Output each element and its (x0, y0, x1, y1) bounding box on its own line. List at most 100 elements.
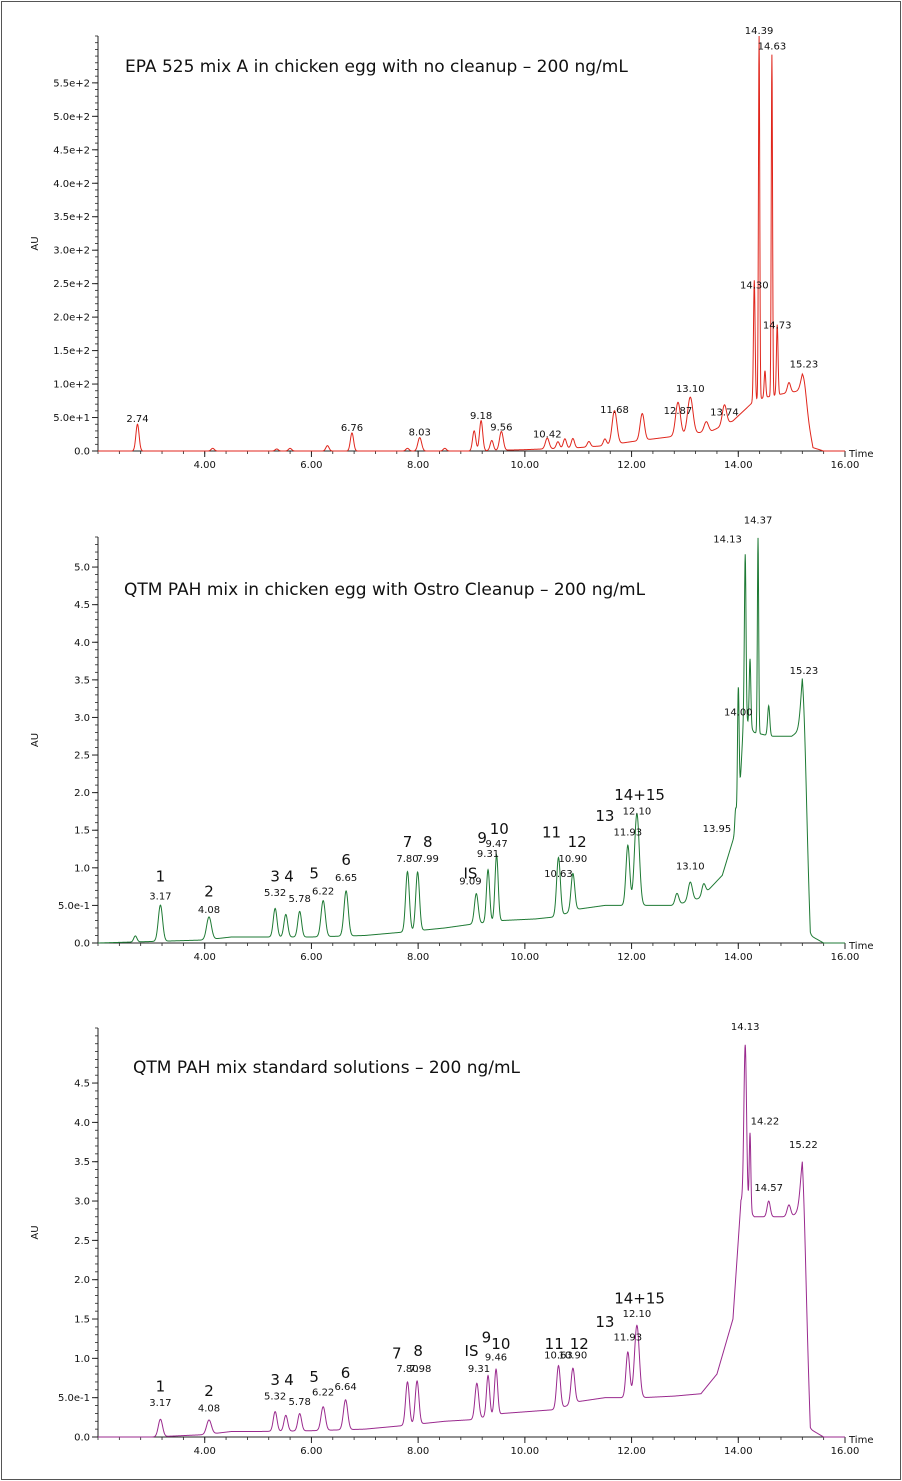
x-tick-label: 10.00 (511, 460, 540, 471)
x-tick-label: 6.00 (300, 952, 322, 963)
y-tick-label: 1.0 (74, 1354, 90, 1365)
peak-number-label: 6 (341, 1364, 351, 1382)
retention-time-label: 9.18 (470, 411, 492, 422)
peak-number-label: 4 (284, 867, 294, 885)
peak-number-label: 2 (204, 882, 214, 900)
x-tick-label: 12.00 (617, 1446, 646, 1457)
retention-time-label: 12.10 (623, 807, 652, 818)
y-tick-label: 0.0 (74, 447, 90, 458)
chromatogram-trace (98, 35, 845, 452)
retention-time-label: 9.46 (485, 1352, 507, 1363)
y-tick-label: 5.5e+2 (53, 78, 90, 89)
chart-title: QTM PAH mix standard solutions – 200 ng/… (133, 1058, 521, 1078)
chart-title: EPA 525 mix A in chicken egg with no cle… (125, 57, 628, 77)
retention-time-label: 13.10 (676, 384, 705, 395)
y-tick-label: 5.0e+1 (53, 413, 90, 424)
x-tick-label: 14.00 (724, 952, 753, 963)
retention-time-label: 2.74 (126, 414, 148, 425)
retention-time-label: 5.78 (289, 1397, 311, 1408)
retention-time-label: 10.42 (533, 430, 562, 441)
retention-time-label: 9.56 (490, 422, 512, 433)
retention-time-label: 14.39 (745, 26, 774, 37)
x-tick-label: 12.00 (617, 952, 646, 963)
chromatogram-trace (98, 1044, 845, 1438)
retention-time-label: 7.80 (396, 1364, 418, 1375)
peak-number-label: 12 (570, 1335, 589, 1353)
peak-number-label: 10 (491, 1335, 510, 1353)
retention-time-label: 6.65 (335, 873, 357, 884)
peak-number-label: 14+15 (614, 1289, 665, 1307)
y-tick-label: 2.0e+2 (53, 313, 90, 324)
retention-time-label: 12.10 (623, 1309, 652, 1320)
y-tick-label: 2.0 (74, 1275, 90, 1286)
y-tick-label: 4.5e+2 (53, 145, 90, 156)
peak-number-label: 14+15 (614, 786, 665, 804)
peak-number-label: 8 (423, 833, 433, 851)
retention-time-label: 10.63 (544, 1351, 573, 1362)
x-tick-label: 8.00 (407, 1446, 429, 1457)
y-tick-label: 4.5 (74, 1079, 90, 1090)
retention-time-label: 14.30 (740, 280, 769, 291)
x-tick-label: 6.00 (300, 1446, 322, 1457)
chromatogram-trace (97, 537, 845, 944)
retention-time-label: 5.32 (264, 1392, 286, 1403)
y-tick-label: 0.0 (74, 939, 90, 950)
retention-time-label: 5.78 (289, 894, 311, 905)
retention-time-label: 14.22 (751, 1116, 780, 1127)
retention-time-label: 6.22 (312, 1388, 334, 1399)
x-tick-label: 4.00 (194, 460, 216, 471)
peak-number-label: 13 (595, 807, 614, 825)
peak-number-label: 1 (156, 867, 166, 885)
retention-time-label: 4.08 (198, 905, 220, 916)
y-tick-label: 3.0e+2 (53, 246, 90, 257)
x-tick-label: 4.00 (194, 1446, 216, 1457)
retention-time-label: 9.31 (477, 849, 499, 860)
y-axis-label: AU (30, 1225, 41, 1239)
x-tick-label: 6.00 (300, 460, 322, 471)
peak-number-label: 9 (477, 829, 487, 847)
peak-number-label: 8 (413, 1342, 423, 1360)
y-tick-label: 2.5e+2 (53, 279, 90, 290)
x-tick-label: 16.00 (831, 952, 860, 963)
x-tick-label: 8.00 (407, 952, 429, 963)
retention-time-label: 14.73 (763, 321, 792, 332)
peak-number-label: IS (463, 864, 477, 882)
y-tick-label: 2.0 (74, 788, 90, 799)
y-tick-label: 4.0 (74, 1118, 90, 1129)
x-tick-label: 16.00 (831, 1446, 860, 1457)
peak-number-label: 9 (482, 1329, 492, 1347)
y-axis-label: AU (30, 236, 41, 250)
x-tick-label: 4.00 (194, 952, 216, 963)
x-axis-label: Time (848, 449, 873, 460)
y-tick-label: 4.5 (74, 600, 90, 611)
peak-number-label: 4 (284, 1371, 294, 1389)
y-tick-label: 1.0e+2 (53, 380, 90, 391)
retention-time-label: 14.37 (744, 516, 773, 527)
retention-time-label: 3.17 (149, 1398, 171, 1409)
retention-time-label: 7.80 (396, 854, 418, 865)
y-tick-label: 0.0 (74, 1433, 90, 1444)
x-tick-label: 8.00 (407, 460, 429, 471)
retention-time-label: 9.47 (485, 839, 507, 850)
retention-time-label: 8.03 (409, 428, 431, 439)
x-tick-label: 16.00 (831, 460, 860, 471)
peak-number-label: 7 (392, 1344, 402, 1362)
retention-time-label: 6.22 (312, 886, 334, 897)
y-tick-label: 3.5e+2 (53, 212, 90, 223)
retention-time-label: 5.32 (264, 888, 286, 899)
y-tick-label: 4.0 (74, 638, 90, 649)
y-tick-label: 5.0e-1 (58, 1393, 90, 1404)
retention-time-label: 15.22 (789, 1140, 818, 1151)
retention-time-label: 7.99 (417, 854, 439, 865)
peak-number-label: 2 (204, 1382, 214, 1400)
retention-time-label: 14.63 (758, 41, 787, 52)
retention-time-label: 11.93 (614, 1333, 643, 1344)
x-axis-label: Time (848, 1435, 873, 1446)
peak-number-label: 6 (341, 851, 351, 869)
retention-time-label: 10.90 (559, 854, 588, 865)
peak-number-label: 5 (309, 864, 319, 882)
retention-time-label: 3.17 (149, 892, 171, 903)
